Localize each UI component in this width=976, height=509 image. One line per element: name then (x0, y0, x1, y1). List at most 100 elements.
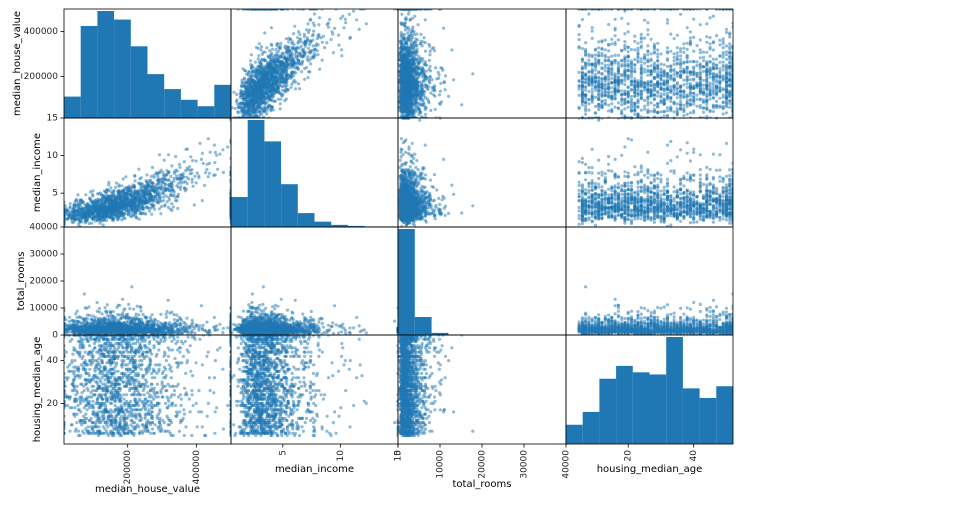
point (321, 34, 325, 38)
point (427, 67, 431, 71)
point (620, 58, 624, 62)
point (290, 82, 294, 86)
point (692, 99, 696, 103)
point (636, 41, 640, 45)
point (616, 85, 621, 89)
point (244, 91, 248, 95)
point (665, 57, 670, 61)
point (688, 78, 693, 82)
point (672, 59, 676, 63)
point (407, 80, 411, 84)
point (688, 111, 693, 115)
point (403, 21, 407, 25)
point (711, 40, 716, 44)
point (402, 96, 406, 100)
point (269, 60, 274, 64)
point (613, 58, 617, 63)
point (437, 73, 441, 77)
point (590, 90, 594, 94)
point (724, 93, 729, 97)
point (427, 58, 431, 63)
point (652, 97, 657, 101)
point (724, 105, 729, 109)
point (398, 94, 403, 98)
point (272, 94, 276, 98)
point (428, 44, 432, 48)
point (695, 44, 699, 48)
point (659, 77, 663, 82)
point (398, 55, 402, 59)
point (259, 107, 264, 111)
point (285, 64, 289, 68)
point (399, 52, 403, 56)
point (258, 112, 262, 116)
point (247, 89, 251, 93)
point (264, 69, 268, 73)
point (724, 57, 729, 61)
point (274, 60, 278, 64)
point (721, 39, 725, 43)
point (659, 52, 663, 56)
point (263, 31, 267, 35)
point (633, 109, 637, 113)
point (256, 57, 260, 61)
point (580, 76, 585, 80)
point (715, 63, 719, 67)
point (688, 97, 693, 101)
point (266, 84, 270, 88)
point (646, 73, 650, 77)
point (245, 87, 249, 91)
point (620, 48, 624, 52)
point (679, 12, 683, 16)
point (287, 58, 291, 63)
point (672, 76, 676, 80)
point (408, 54, 412, 58)
point (724, 77, 729, 81)
point (629, 109, 634, 113)
point (603, 90, 607, 94)
point (600, 72, 604, 76)
point (411, 73, 415, 77)
point (711, 77, 716, 82)
point (250, 105, 254, 110)
point (418, 83, 422, 87)
point (718, 60, 722, 64)
point (708, 75, 712, 79)
point (233, 106, 237, 111)
point (401, 105, 405, 110)
point (284, 74, 288, 78)
point (419, 32, 423, 36)
point (320, 40, 324, 44)
point (422, 79, 426, 83)
point (629, 75, 634, 79)
point (410, 84, 414, 88)
point (607, 55, 611, 59)
point (675, 57, 679, 61)
point (269, 109, 273, 113)
point (288, 55, 293, 59)
point (708, 109, 712, 113)
point (410, 66, 414, 70)
point (724, 85, 729, 89)
point (414, 37, 418, 41)
point (245, 72, 249, 76)
point (423, 112, 428, 116)
point (300, 70, 304, 74)
point (649, 90, 653, 94)
point (438, 101, 442, 105)
point (610, 76, 614, 80)
point (252, 90, 256, 94)
point (418, 42, 422, 46)
point (636, 101, 640, 105)
point (626, 55, 630, 59)
point (639, 83, 643, 87)
point (426, 97, 430, 101)
point (238, 95, 242, 100)
point (284, 37, 288, 41)
point (593, 82, 598, 86)
point (593, 53, 598, 57)
cell-median_house_value-vs-total_rooms (397, 8, 567, 119)
point (415, 94, 419, 98)
point (662, 101, 666, 105)
point (590, 36, 594, 41)
